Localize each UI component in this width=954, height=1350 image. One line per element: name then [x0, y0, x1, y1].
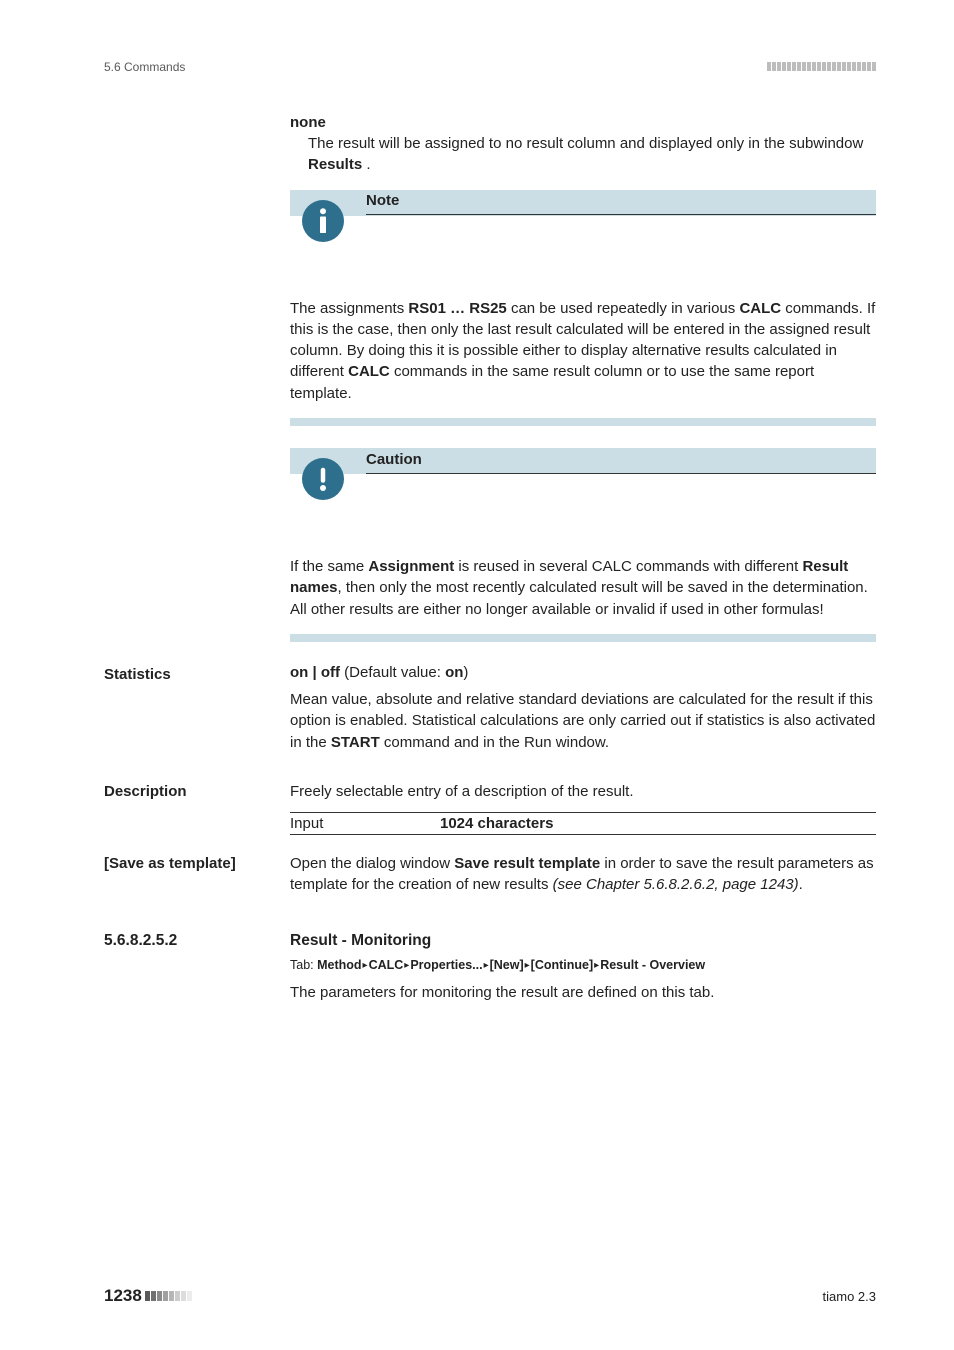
- breadcrumb-item: [Continue]: [531, 958, 593, 972]
- note-body: The assignments RS01 … RS25 can be used …: [290, 298, 876, 404]
- description-label: Description: [104, 781, 290, 800]
- caution-icon: [302, 458, 344, 500]
- caution-callout: Caution If the same Assignment is reused…: [290, 448, 876, 642]
- subsection-number: 5.6.8.2.5.2: [104, 932, 290, 950]
- subsection-intro: The parameters for monitoring the result…: [290, 982, 876, 1003]
- product-name: tiamo 2.3: [823, 1289, 876, 1304]
- chevron-right-icon: ▸: [484, 960, 489, 971]
- chevron-right-icon: ▸: [525, 960, 530, 971]
- section-path: 5.6 Commands: [104, 60, 185, 74]
- term-none-label: none: [290, 114, 876, 131]
- breadcrumb-item: Properties...: [410, 958, 482, 972]
- note-callout: Note The assignments RS01 … RS25 can be …: [290, 190, 876, 426]
- header-dots: [766, 60, 876, 74]
- statistics-label: Statistics: [104, 664, 290, 683]
- caution-body: If the same Assignment is reused in seve…: [290, 556, 876, 620]
- chevron-right-icon: ▸: [363, 960, 368, 971]
- description-body: Freely selectable entry of a description…: [290, 781, 876, 802]
- note-title: Note: [366, 190, 876, 215]
- input-label: Input: [290, 815, 440, 832]
- info-icon: [302, 200, 344, 242]
- footer-left: 1238: [104, 1286, 193, 1306]
- chevron-right-icon: ▸: [404, 960, 409, 971]
- save-template-label: [Save as template]: [104, 853, 290, 872]
- tab-breadcrumb: Tab: Method ▸ CALC ▸ Properties... ▸ [Ne…: [290, 958, 876, 972]
- statistics-default: on | off (Default value: on): [290, 664, 876, 681]
- subsection-title: Result - Monitoring: [290, 932, 431, 950]
- description-input-row: Input 1024 characters: [290, 812, 876, 835]
- footer-dots: [145, 1289, 193, 1304]
- input-value: 1024 characters: [440, 815, 553, 832]
- statistics-body: Mean value, absolute and relative standa…: [290, 689, 876, 753]
- breadcrumb-item: [New]: [490, 958, 524, 972]
- page-number: 1238: [104, 1286, 142, 1305]
- term-none-body: The result will be assigned to no result…: [308, 133, 876, 176]
- chevron-right-icon: ▸: [594, 960, 599, 971]
- breadcrumb-item: Result - Overview: [600, 958, 705, 972]
- save-template-body: Open the dialog window Save result templ…: [290, 853, 876, 896]
- breadcrumb-item: Method: [317, 958, 361, 972]
- caution-title: Caution: [366, 449, 876, 474]
- breadcrumb-item: CALC: [369, 958, 404, 972]
